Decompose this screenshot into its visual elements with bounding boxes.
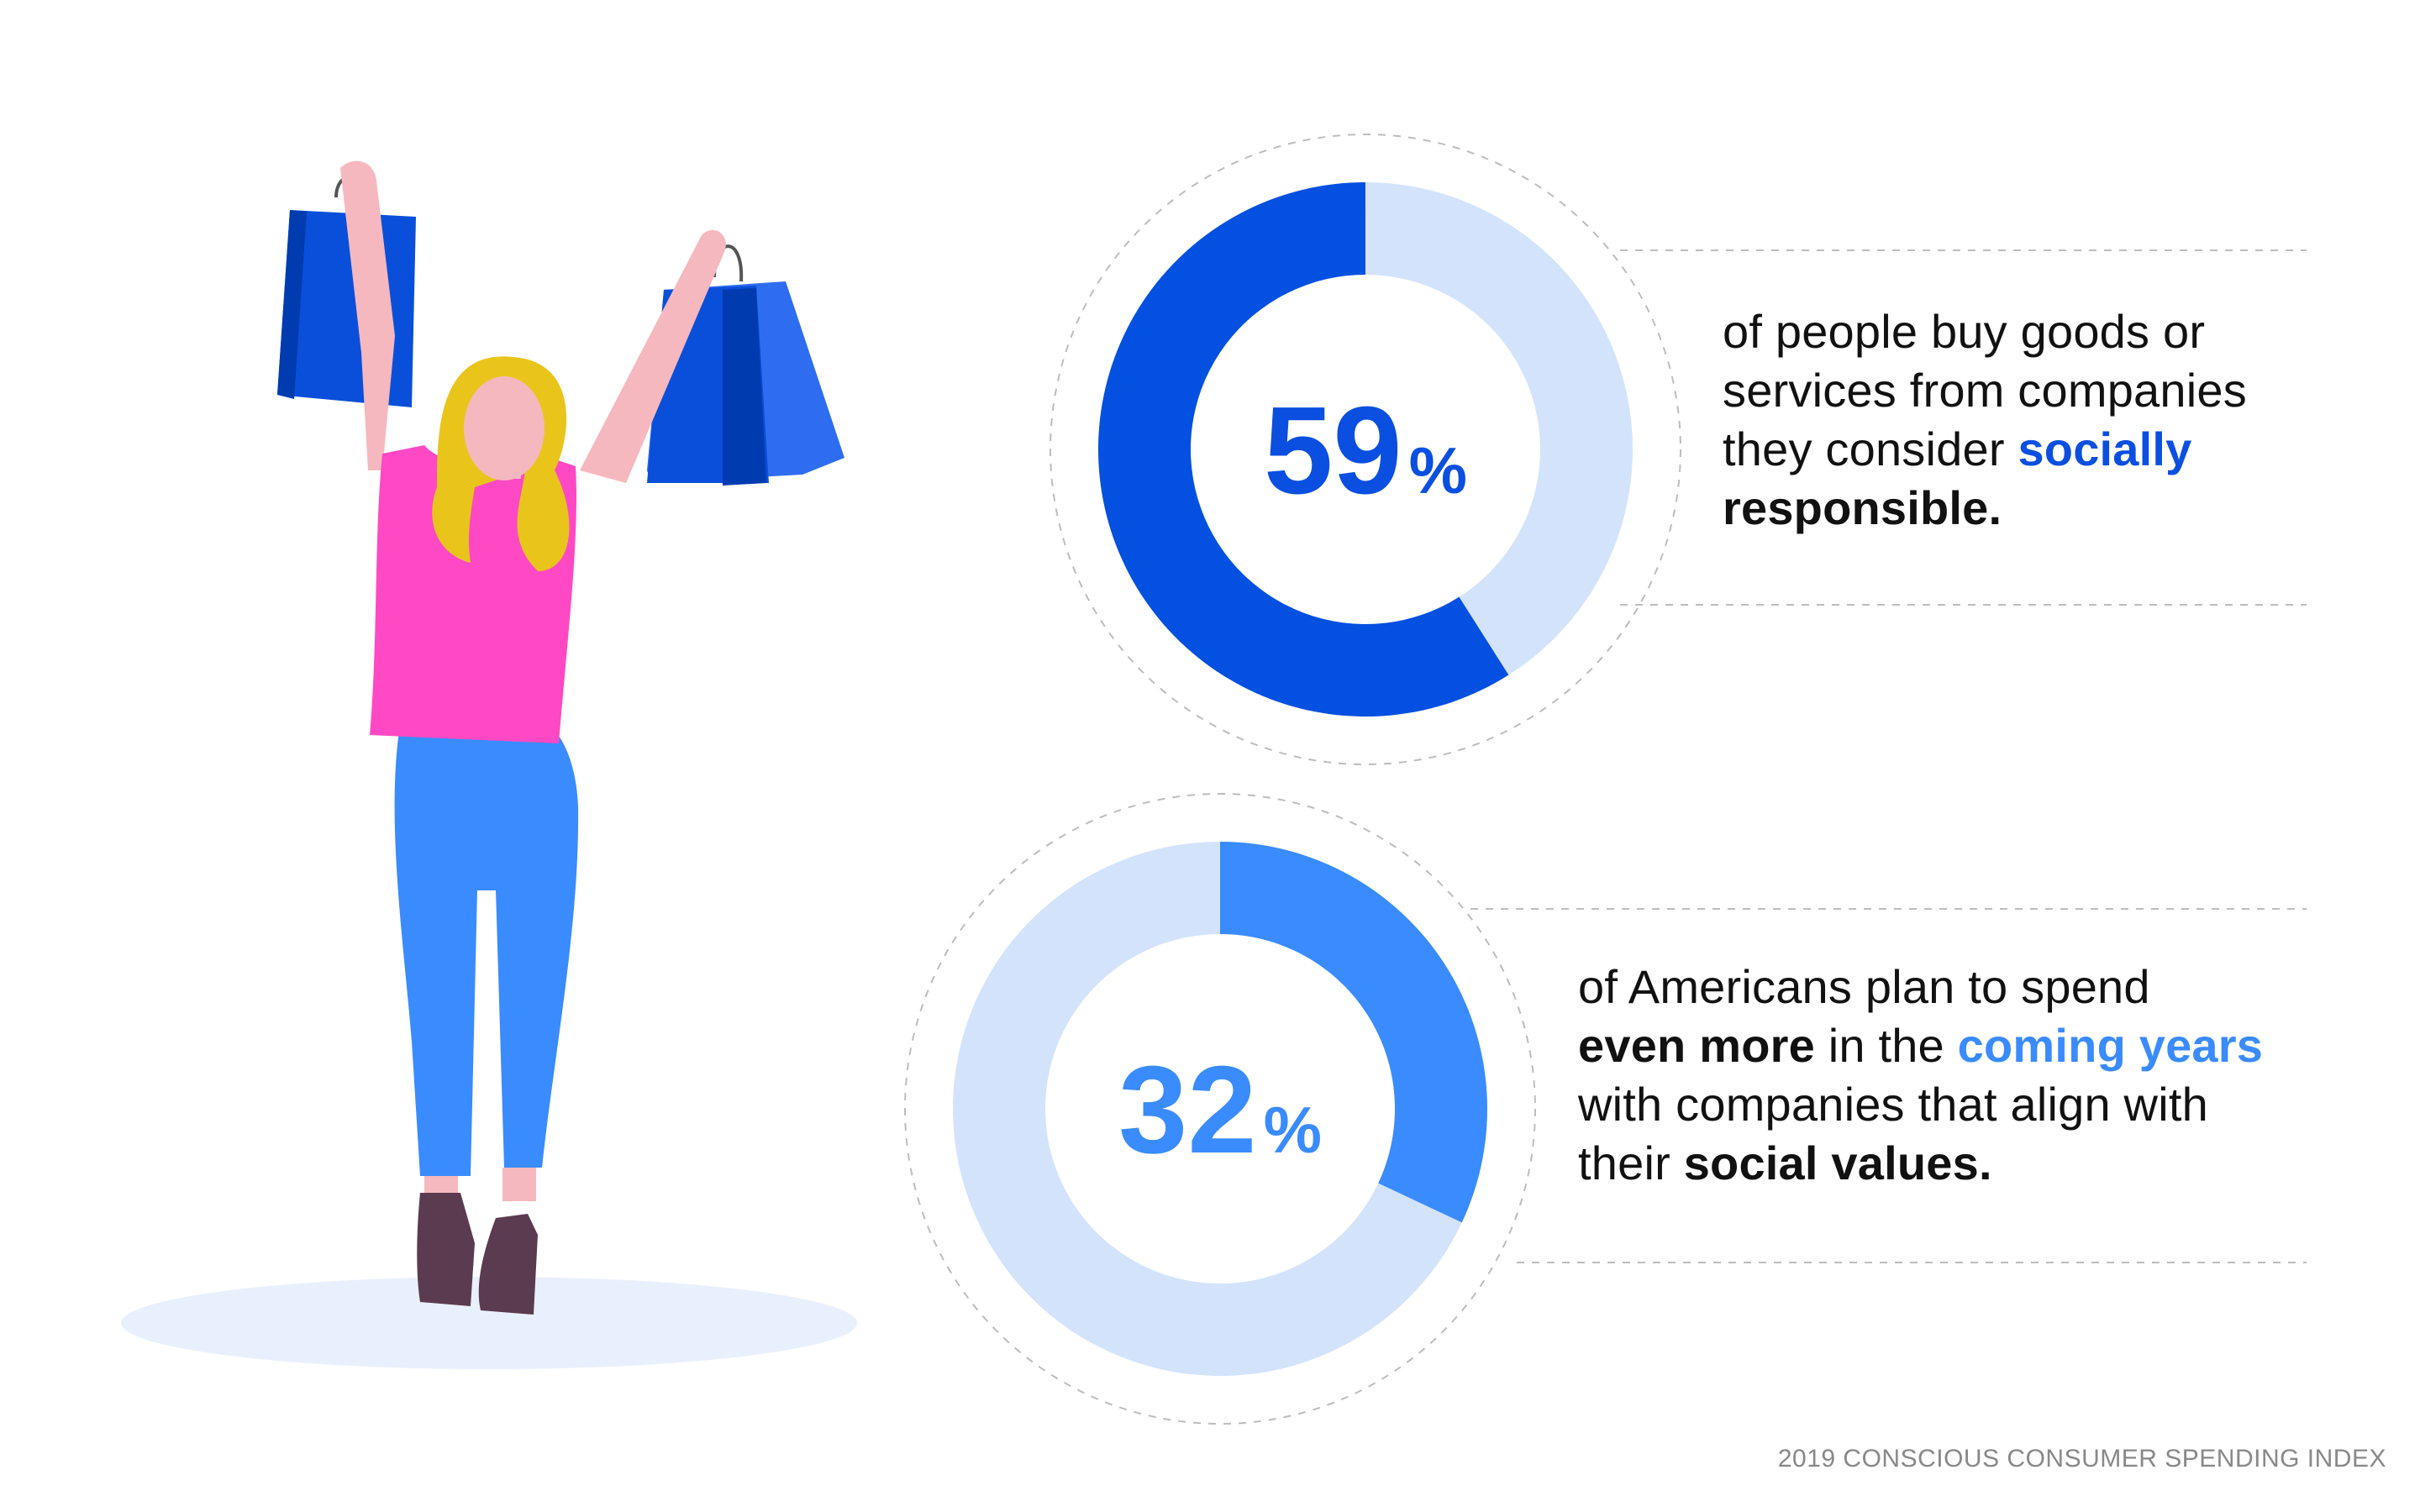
socially-highlight: socially: [2018, 423, 2192, 475]
donut1-number: 59: [1264, 381, 1402, 520]
stat2-line: of Americans plan to spend: [1578, 960, 2150, 1013]
donut2-track-arc: [953, 842, 1462, 1376]
donut1-dashed-ring: [1050, 134, 1681, 765]
stat1-line: they consider socially: [1723, 420, 2328, 479]
coming-years-highlight: coming years: [1957, 1019, 2264, 1072]
floor-shadow: [121, 1277, 857, 1369]
donut-chart-59: 59%: [1050, 134, 2307, 765]
right-shopping-bag: [647, 244, 844, 486]
donut1-percent-sign: %: [1409, 433, 1467, 507]
shopper-illustration: [121, 160, 857, 1369]
right-ankle: [502, 1168, 536, 1201]
stat1-description: of people buy goods or services from com…: [1723, 302, 2328, 538]
jeans: [394, 731, 579, 1176]
donut1-value-arc: [1098, 182, 1509, 717]
left-boot: [417, 1193, 475, 1306]
responsible-bold: responsible.: [1723, 481, 2002, 534]
donut2-value-arc: [1220, 842, 1487, 1223]
stat1-line: of people buy goods or: [1723, 305, 2206, 358]
face: [464, 376, 544, 480]
stat2-line: even more in the coming years: [1578, 1016, 2301, 1075]
right-arm: [580, 229, 726, 483]
donut1-center-label: 59%: [1264, 381, 1467, 520]
stat1-line: services from companies: [1723, 364, 2247, 417]
stat1-text-segment: they consider: [1723, 423, 2018, 475]
donut2-center-label: 32%: [1118, 1041, 1322, 1179]
stat2-description: of Americans plan to spend even more in …: [1578, 958, 2301, 1193]
stat2-text-segment: in the: [1814, 1019, 1958, 1072]
source-footer: 2019 CONSCIOUS CONSUMER SPENDING INDEX: [1777, 1445, 2386, 1473]
stat2-text-segment: their: [1578, 1137, 1684, 1189]
right-boot: [478, 1214, 538, 1315]
even-more-bold: even more: [1578, 1019, 1815, 1072]
donut2-number: 32: [1118, 1041, 1257, 1179]
social-values-bold: social values.: [1683, 1137, 1992, 1189]
left-arm: [340, 160, 395, 470]
stat2-line: their social values.: [1578, 1134, 2301, 1193]
stat2-line: with companies that align with: [1578, 1078, 2208, 1131]
donut-chart-32: 32%: [904, 793, 2307, 1425]
donut1-track-arc: [1365, 182, 1633, 675]
donut2-dashed-ring: [904, 793, 1536, 1425]
donut2-percent-sign: %: [1264, 1093, 1322, 1167]
